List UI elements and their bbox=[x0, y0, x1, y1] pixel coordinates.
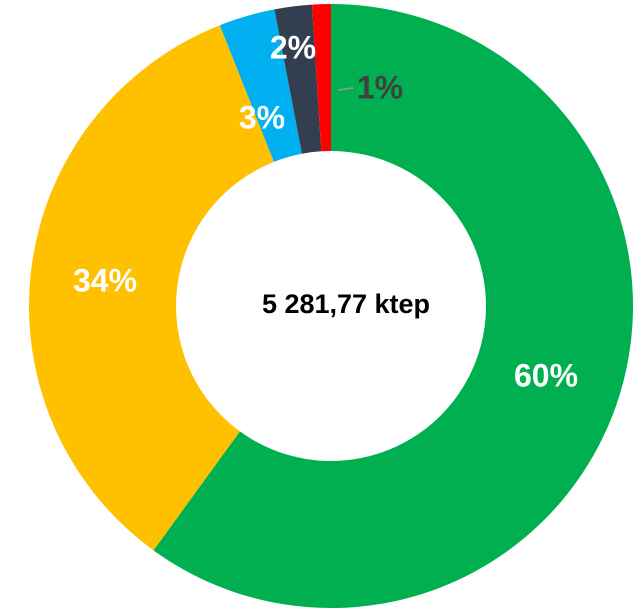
data-label: 60% bbox=[514, 357, 578, 393]
center-label: 5 281,77 ktep bbox=[262, 289, 430, 319]
data-label: 3% bbox=[239, 99, 285, 135]
donut-slice bbox=[153, 4, 633, 608]
donut-slice bbox=[274, 4, 322, 154]
leader-line bbox=[337, 87, 354, 91]
donut-slice bbox=[219, 9, 302, 162]
data-label: 34% bbox=[73, 262, 137, 298]
donut-slice bbox=[312, 4, 331, 152]
data-label: 2% bbox=[270, 29, 316, 65]
donut-slice bbox=[28, 25, 274, 551]
data-label: 1% bbox=[357, 69, 403, 105]
